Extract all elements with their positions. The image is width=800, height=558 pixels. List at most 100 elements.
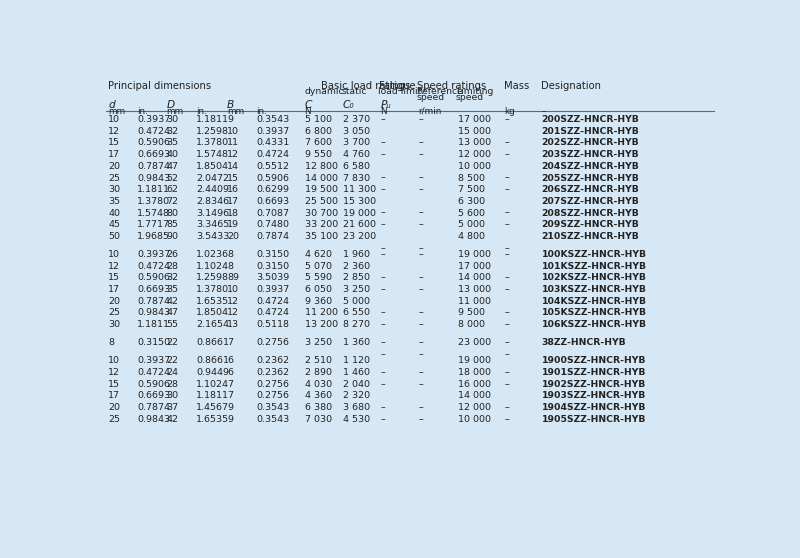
Text: 10: 10 xyxy=(227,285,239,294)
Text: 30: 30 xyxy=(108,185,120,194)
Text: –: – xyxy=(380,350,385,359)
Text: 25: 25 xyxy=(108,415,120,424)
Text: 7 030: 7 030 xyxy=(305,415,332,424)
Text: 5 590: 5 590 xyxy=(305,273,332,282)
Text: 3.5433: 3.5433 xyxy=(196,232,230,241)
Text: 0.6299: 0.6299 xyxy=(256,185,290,194)
Text: –: – xyxy=(418,320,423,329)
Text: 3.1496: 3.1496 xyxy=(196,209,230,218)
Text: 200SZZ-HNCR-HYB: 200SZZ-HNCR-HYB xyxy=(542,115,639,124)
Text: –: – xyxy=(418,368,423,377)
Text: 104KSZZ-HNCR-HYB: 104KSZZ-HNCR-HYB xyxy=(542,297,646,306)
Text: 1.3780: 1.3780 xyxy=(196,138,230,147)
Text: –: – xyxy=(380,209,385,218)
Text: 1.9685: 1.9685 xyxy=(138,232,170,241)
Text: –: – xyxy=(380,403,385,412)
Text: –: – xyxy=(380,380,385,389)
Text: 1.1024: 1.1024 xyxy=(196,380,229,389)
Text: 0.2362: 0.2362 xyxy=(256,357,290,365)
Text: 30: 30 xyxy=(108,320,120,329)
Text: 11: 11 xyxy=(227,138,239,147)
Text: dynamic: dynamic xyxy=(305,87,344,96)
Text: –: – xyxy=(418,185,423,194)
Text: 208SZZ-HNCR-HYB: 208SZZ-HNCR-HYB xyxy=(542,209,639,218)
Text: 1.5748: 1.5748 xyxy=(138,209,170,218)
Text: –: – xyxy=(504,250,509,259)
Text: 20: 20 xyxy=(108,297,120,306)
Text: 17: 17 xyxy=(108,392,120,401)
Text: –: – xyxy=(504,415,509,424)
Text: 5 600: 5 600 xyxy=(458,209,486,218)
Text: 0.3150: 0.3150 xyxy=(256,262,290,271)
Text: 8 500: 8 500 xyxy=(458,174,486,182)
Text: C₀: C₀ xyxy=(343,100,354,109)
Text: 40: 40 xyxy=(166,150,178,159)
Text: 105KSZZ-HNCR-HYB: 105KSZZ-HNCR-HYB xyxy=(542,309,646,318)
Text: 37: 37 xyxy=(166,403,178,412)
Text: Limiting: Limiting xyxy=(456,87,494,96)
Text: 16 000: 16 000 xyxy=(458,380,491,389)
Text: 0.3150: 0.3150 xyxy=(256,250,290,259)
Text: 12 000: 12 000 xyxy=(458,150,491,159)
Text: 25 500: 25 500 xyxy=(305,197,338,206)
Text: 35: 35 xyxy=(166,285,178,294)
Text: 6 050: 6 050 xyxy=(305,285,332,294)
Text: –: – xyxy=(418,309,423,318)
Text: –: – xyxy=(504,320,509,329)
Text: 9 360: 9 360 xyxy=(305,297,332,306)
Text: mm: mm xyxy=(166,107,183,116)
Text: 0.3543: 0.3543 xyxy=(256,115,290,124)
Text: –: – xyxy=(504,209,509,218)
Text: 9: 9 xyxy=(227,415,233,424)
Text: 206SZZ-HNCR-HYB: 206SZZ-HNCR-HYB xyxy=(542,185,639,194)
Text: 8: 8 xyxy=(108,338,114,347)
Text: –: – xyxy=(380,174,385,182)
Text: in.: in. xyxy=(256,107,267,116)
Text: 1 360: 1 360 xyxy=(343,338,370,347)
Text: 0.5906: 0.5906 xyxy=(256,174,290,182)
Text: 12 800: 12 800 xyxy=(305,162,338,171)
Text: –: – xyxy=(504,368,509,377)
Text: Mass: Mass xyxy=(504,81,530,91)
Text: kg: kg xyxy=(504,107,515,116)
Text: 1.1811: 1.1811 xyxy=(196,115,229,124)
Text: 0.3937: 0.3937 xyxy=(138,357,170,365)
Text: 20: 20 xyxy=(108,162,120,171)
Text: 1.5748: 1.5748 xyxy=(196,150,229,159)
Text: 3 050: 3 050 xyxy=(343,127,370,136)
Text: 1.6535: 1.6535 xyxy=(196,297,230,306)
Text: 14 000: 14 000 xyxy=(458,392,491,401)
Text: 0.5118: 0.5118 xyxy=(256,320,290,329)
Text: 15: 15 xyxy=(227,174,239,182)
Text: 0.7874: 0.7874 xyxy=(138,162,170,171)
Text: 30: 30 xyxy=(166,115,178,124)
Text: 2.0472: 2.0472 xyxy=(196,174,229,182)
Text: 15: 15 xyxy=(108,380,120,389)
Text: 25: 25 xyxy=(108,174,120,182)
Text: –: – xyxy=(504,150,509,159)
Text: 102KSZZ-HNCR-HYB: 102KSZZ-HNCR-HYB xyxy=(542,273,646,282)
Text: 9: 9 xyxy=(227,115,233,124)
Text: 207SZZ-HNCR-HYB: 207SZZ-HNCR-HYB xyxy=(542,197,639,206)
Text: –: – xyxy=(380,250,385,259)
Text: –: – xyxy=(418,150,423,159)
Text: 20: 20 xyxy=(227,232,239,241)
Text: 1905SZZ-HNCR-HYB: 1905SZZ-HNCR-HYB xyxy=(542,415,646,424)
Text: 13: 13 xyxy=(227,320,239,329)
Text: 47: 47 xyxy=(166,309,178,318)
Text: 1900SZZ-HNCR-HYB: 1900SZZ-HNCR-HYB xyxy=(542,357,646,365)
Text: 3.5039: 3.5039 xyxy=(256,273,290,282)
Text: 10: 10 xyxy=(227,127,239,136)
Text: –: – xyxy=(504,380,509,389)
Text: 19: 19 xyxy=(227,220,239,229)
Text: 15: 15 xyxy=(108,138,120,147)
Text: 21 600: 21 600 xyxy=(343,220,376,229)
Text: 6 300: 6 300 xyxy=(458,197,486,206)
Text: –: – xyxy=(380,285,385,294)
Text: 7 830: 7 830 xyxy=(343,174,370,182)
Text: 5 070: 5 070 xyxy=(305,262,332,271)
Text: –: – xyxy=(380,320,385,329)
Text: 0.5906: 0.5906 xyxy=(138,138,170,147)
Text: 12 000: 12 000 xyxy=(458,403,491,412)
Text: 1.7717: 1.7717 xyxy=(138,220,170,229)
